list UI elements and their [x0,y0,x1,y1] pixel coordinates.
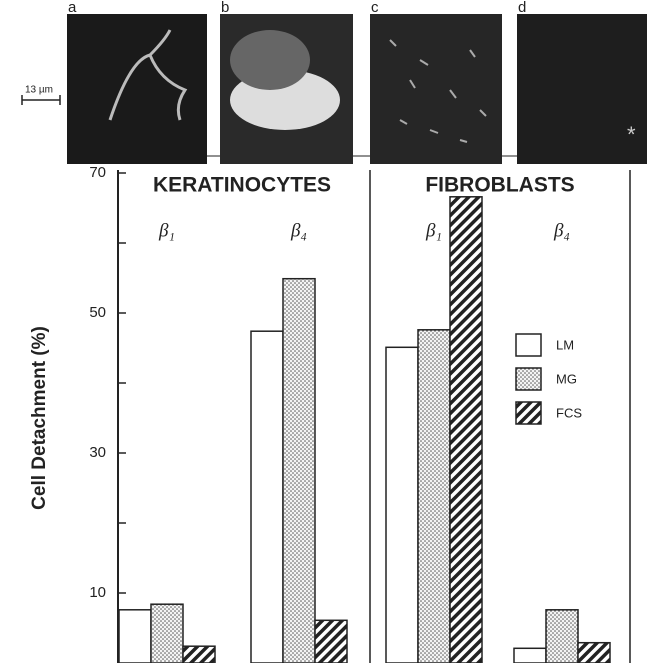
legend-label: MG [556,371,577,386]
category-label: β₁ [425,220,442,241]
panel-label: b [221,0,229,16]
bar [578,643,610,663]
bar [418,330,450,663]
group-title: KERATINOCYTES [153,174,331,197]
bar [546,610,578,663]
legend-swatch [516,368,541,390]
legend-swatch [516,334,541,356]
scale-bar-label: 13 µm [25,85,53,96]
category-label: β₄ [290,220,307,241]
category-label: β₄ [553,220,570,241]
group-title: FIBROBLASTS [425,174,574,197]
micrograph [370,14,502,164]
y-axis-label: Cell Detachment (%) [29,326,50,510]
y-tick-label: 10 [89,584,106,601]
panel-label: c [371,0,379,16]
panel-label: a [68,0,77,16]
legend-label: FCS [556,405,582,420]
bar [183,646,215,663]
asterisk: * [627,122,636,147]
panel-label: d [518,0,526,16]
bar [386,347,418,663]
y-tick-label: 50 [89,304,106,321]
legend-label: LM [556,337,574,352]
bar [283,279,315,663]
bar [251,331,283,663]
y-tick-label: 70 [89,164,106,181]
bar [119,610,151,663]
micrographs: a b c d * 13 µm [22,0,647,164]
bar [450,197,482,663]
scale-bar [22,95,60,105]
bar [514,648,546,663]
legend-swatch [516,402,541,424]
figure: a b c d * 13 µm KERATINOCYTES FIBROBLAST… [0,0,647,663]
bar [315,620,347,663]
category-label: β₁ [158,220,175,241]
bar [151,604,183,663]
micrograph-detail [230,30,310,90]
y-tick-label: 30 [89,444,106,461]
